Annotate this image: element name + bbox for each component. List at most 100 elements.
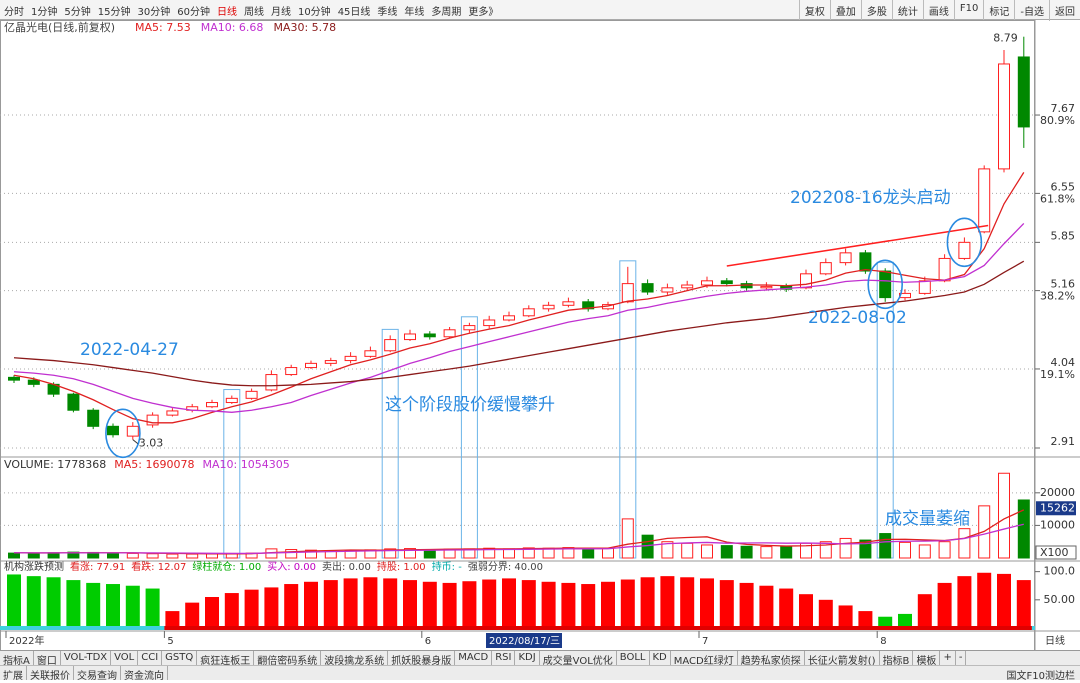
period-tab[interactable]: 分时 bbox=[4, 7, 24, 18]
indicator-bar bbox=[799, 594, 813, 628]
annotation: 成交量萎缩 bbox=[885, 509, 970, 529]
indicator-bar bbox=[264, 587, 279, 628]
indicator-bar bbox=[462, 581, 477, 628]
tool-button[interactable]: 叠加 bbox=[829, 0, 861, 21]
tool-button[interactable]: 复权 bbox=[798, 0, 830, 21]
indicator-tab[interactable]: RSI bbox=[492, 651, 516, 666]
volume-bar bbox=[27, 552, 40, 559]
extra-tab[interactable]: 交易查询 bbox=[74, 666, 121, 682]
tool-button[interactable]: 标记 bbox=[983, 0, 1014, 21]
candle-body bbox=[661, 287, 674, 293]
indicator-tab[interactable]: VOL-TDX bbox=[61, 651, 112, 666]
highlight-box bbox=[223, 389, 241, 559]
period-tab[interactable]: 10分钟 bbox=[297, 7, 331, 18]
period-tab[interactable]: 30分钟 bbox=[137, 7, 171, 18]
volume-bar bbox=[681, 542, 694, 559]
indicator-tab[interactable]: KDJ bbox=[515, 651, 540, 666]
indicator-legend: 买入: 0.00 bbox=[267, 561, 316, 573]
indicator-bar bbox=[858, 611, 873, 628]
indicator-bar bbox=[838, 605, 853, 628]
indicator-bar bbox=[343, 578, 358, 628]
tool-button[interactable]: 多股 bbox=[860, 0, 892, 21]
indicator-tab[interactable]: GSTQ bbox=[162, 651, 198, 666]
period-tab[interactable]: 15分钟 bbox=[97, 7, 131, 18]
high-label: 8.79 bbox=[993, 32, 1018, 45]
indicator-bar bbox=[66, 580, 81, 628]
indicator-tab[interactable]: - bbox=[956, 651, 967, 666]
tool-button[interactable]: F10 bbox=[953, 0, 983, 21]
period-tab[interactable]: 季线 bbox=[377, 7, 398, 18]
indicator-tab[interactable]: 成交量VOL优化 bbox=[540, 651, 617, 667]
period-tab[interactable]: 周线 bbox=[243, 7, 264, 18]
period-tab[interactable]: 多周期 bbox=[431, 7, 462, 18]
candle-body bbox=[978, 168, 991, 233]
trend-line bbox=[726, 224, 989, 267]
highlight-box bbox=[460, 316, 478, 559]
indicator-bar bbox=[997, 573, 1011, 628]
tool-button[interactable]: 画线 bbox=[922, 0, 954, 21]
indicator-bar bbox=[977, 572, 992, 628]
volume-bar bbox=[305, 549, 317, 559]
tool-button[interactable]: 返回 bbox=[1049, 0, 1080, 21]
indicator-tab[interactable]: 指标B bbox=[880, 651, 914, 667]
ma-legend: MA5: 7.53 bbox=[135, 21, 191, 34]
indicator-tab[interactable]: 翻倍密码系统 bbox=[254, 651, 322, 667]
tool-button[interactable]: 统计 bbox=[891, 0, 923, 21]
indicator-tab[interactable]: 疯狂连板王 bbox=[197, 651, 255, 667]
indicator-tab[interactable]: BOLL bbox=[617, 651, 650, 666]
candle-body bbox=[542, 304, 555, 310]
tool-button[interactable]: -自选 bbox=[1014, 0, 1049, 21]
indicator-tab[interactable]: 趋势私家侦探 bbox=[738, 651, 805, 667]
indicator-tab[interactable]: 长征火箭发射() bbox=[805, 651, 880, 667]
period-tab[interactable]: 45日线 bbox=[337, 7, 371, 18]
candle-body bbox=[364, 350, 377, 357]
highlight-circle bbox=[946, 217, 983, 268]
indicator-tab[interactable]: 抓妖股暴身版 bbox=[388, 651, 456, 667]
extra-tab[interactable]: 关联报价 bbox=[27, 666, 74, 682]
extra-tab[interactable]: 资金流向 bbox=[121, 666, 168, 682]
volume-bar bbox=[503, 548, 515, 559]
period-tab[interactable]: 60分钟 bbox=[177, 7, 210, 18]
indicator-tab[interactable]: VOL bbox=[111, 651, 139, 666]
period-bar: 分时 1分钟 5分钟 15分钟 30分钟 60分钟 日线 周线 月线 10分钟 45日线 季线 年线 多周… bbox=[4, 3, 498, 18]
annotation: 这个阶段股价缓慢攀升 bbox=[385, 394, 555, 415]
indicator-legend: 看涨: 77.91 bbox=[70, 560, 125, 573]
indicator-tab[interactable]: 波段擒龙系统 bbox=[321, 651, 389, 667]
indicator-tab[interactable]: + bbox=[940, 651, 956, 666]
volume-bar bbox=[918, 544, 931, 559]
indicator-bar bbox=[917, 594, 932, 628]
side-label: 国文F10测边栏 bbox=[1006, 671, 1075, 682]
period-tab[interactable]: 5分钟 bbox=[64, 7, 91, 18]
indicator-tab[interactable]: 窗口 bbox=[34, 651, 61, 667]
candle-body bbox=[503, 315, 515, 321]
volume-bar bbox=[701, 544, 713, 559]
current-volume-box bbox=[1036, 501, 1076, 516]
period-tab[interactable]: 日线 bbox=[216, 7, 237, 18]
y-tick-label: 20000 bbox=[1040, 486, 1075, 499]
volume-bar bbox=[641, 534, 654, 559]
ma-legend: MA10: 6.68 bbox=[201, 21, 264, 34]
candle-body bbox=[859, 252, 872, 272]
indicator-bar bbox=[304, 581, 318, 628]
period-tab[interactable]: 年线 bbox=[404, 7, 425, 18]
indicator-tab[interactable]: MACD bbox=[455, 651, 493, 666]
indicator-bar bbox=[422, 581, 437, 628]
indicator-bar bbox=[541, 581, 556, 628]
period-tab[interactable]: 1分钟 bbox=[31, 7, 58, 18]
candle-body bbox=[958, 241, 971, 259]
period-tab[interactable]: 月线 bbox=[270, 7, 291, 18]
indicator-tab[interactable]: 指标A bbox=[0, 651, 34, 667]
candle-body bbox=[879, 270, 892, 299]
period-tab[interactable]: 更多》 bbox=[468, 7, 499, 18]
indicator-tab[interactable]: MACD红绿灯 bbox=[671, 651, 738, 667]
indicator-bar bbox=[898, 613, 912, 628]
extra-tab[interactable]: 扩展 bbox=[0, 666, 27, 682]
indicator-tab[interactable]: CCI bbox=[138, 651, 163, 666]
candle-body bbox=[305, 362, 317, 369]
indicator-tab[interactable]: KD bbox=[650, 651, 671, 666]
candle-body bbox=[67, 393, 80, 411]
candle-body bbox=[463, 325, 476, 331]
indicator-tab[interactable]: 模板 bbox=[913, 651, 941, 667]
volume-bar bbox=[602, 548, 614, 559]
x-tick-label: 2022年 bbox=[9, 634, 44, 647]
